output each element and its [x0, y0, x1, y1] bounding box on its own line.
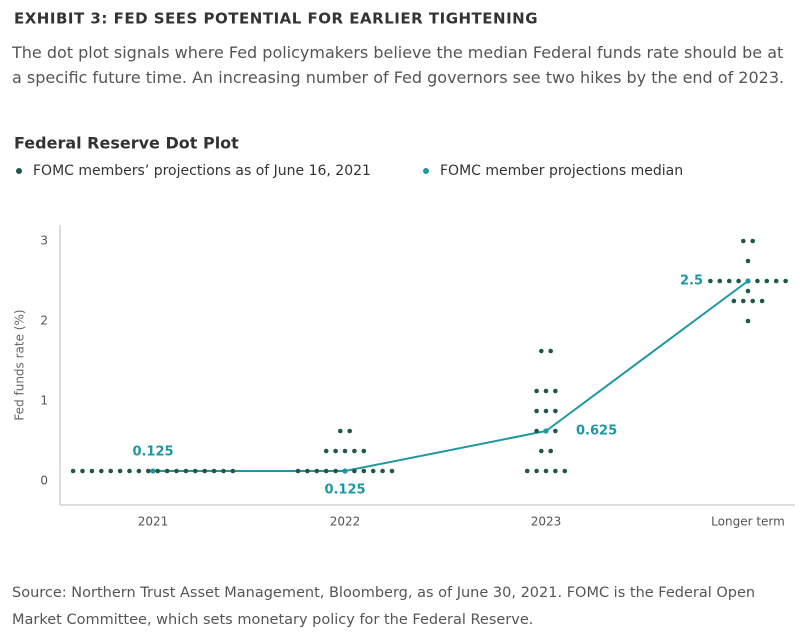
projection-dot	[221, 468, 226, 474]
projection-dot	[553, 388, 558, 394]
y-tick-label: 1	[40, 394, 48, 408]
projection-dot	[553, 428, 558, 434]
projection-dot	[314, 468, 320, 474]
projection-dot	[534, 468, 539, 474]
legend-swatch	[423, 168, 429, 174]
projection-dot	[305, 468, 310, 474]
median-dot	[543, 428, 549, 434]
projection-dot	[127, 468, 132, 474]
projection-dot	[773, 278, 779, 284]
median-dot	[150, 468, 156, 474]
projection-dot	[338, 428, 343, 434]
projection-dot	[708, 278, 713, 284]
median-line	[153, 280, 749, 472]
median-dot	[745, 278, 751, 284]
legend-label: FOMC member projections median	[440, 163, 683, 179]
projection-dot	[548, 448, 553, 454]
y-axis-label: Fed funds rate (%)	[13, 309, 27, 420]
projection-dot	[543, 408, 549, 414]
x-tick-label: Longer term	[711, 515, 785, 529]
projection-dot	[543, 468, 549, 474]
projection-dot	[352, 468, 357, 474]
projection-dot	[333, 448, 338, 454]
projection-dot	[361, 468, 367, 474]
projection-dot	[380, 468, 385, 474]
projection-dot	[755, 278, 760, 284]
projection-dot	[117, 468, 123, 474]
y-tick-label: 2	[40, 314, 48, 328]
projection-dot	[323, 448, 329, 454]
projection-dot	[323, 468, 329, 474]
projection-dot	[731, 298, 737, 304]
projection-dot	[202, 468, 207, 474]
projection-dot	[342, 448, 348, 454]
projection-dot	[745, 288, 751, 294]
projection-dot	[108, 468, 113, 474]
projection-dot	[750, 298, 755, 304]
projection-dot	[741, 238, 746, 244]
projection-dot	[543, 388, 549, 394]
projection-dot	[726, 278, 732, 284]
projection-dot	[745, 258, 751, 264]
projection-dot	[524, 468, 530, 474]
projection-dot	[164, 468, 170, 474]
projection-dot	[553, 468, 558, 474]
projection-dot	[534, 428, 539, 434]
projection-dot	[534, 408, 539, 414]
projection-dot	[230, 468, 236, 474]
projection-dot	[741, 298, 746, 304]
projection-dot	[146, 468, 151, 474]
legend-swatch	[16, 168, 22, 174]
projection-dot	[99, 468, 104, 474]
projection-dot	[717, 278, 723, 284]
subtitle: The dot plot signals where Fed policymak…	[12, 43, 785, 87]
source: Source: Northern Trust Asset Management,…	[12, 585, 756, 628]
projection-dot	[193, 468, 198, 474]
subtitle-box: The dot plot signals where Fed policymak…	[12, 43, 785, 87]
projection-dot	[539, 448, 544, 454]
projection-dot	[80, 468, 85, 474]
projection-dot	[562, 468, 568, 474]
projection-dot	[136, 468, 142, 474]
projection-dot	[70, 468, 76, 474]
x-tick-label: 2023	[531, 515, 562, 529]
projection-dot	[750, 238, 755, 244]
exhibit-title: EXHIBIT 3: FED SEES POTENTIAL FOR EARLIE…	[14, 10, 538, 28]
projection-dot	[333, 468, 338, 474]
projection-dot	[183, 468, 189, 474]
projection-dot	[89, 468, 95, 474]
projection-dot	[548, 348, 553, 354]
projection-dot	[764, 278, 770, 284]
projection-dot	[174, 468, 179, 474]
y-tick-label: 3	[40, 234, 48, 248]
projection-dot	[352, 448, 357, 454]
projection-dot	[155, 468, 160, 474]
projection-dot	[759, 298, 765, 304]
x-tick-label: 2022	[330, 515, 361, 529]
median-label: 0.125	[324, 483, 365, 498]
projection-dot	[534, 388, 539, 394]
projection-dot	[370, 468, 376, 474]
median-label: 0.125	[132, 445, 173, 460]
projection-dot	[361, 448, 367, 454]
projection-dot	[211, 468, 217, 474]
median-dot	[342, 468, 348, 474]
x-tick-label: 2021	[138, 515, 169, 529]
projection-dot	[745, 318, 751, 324]
y-tick-label: 0	[40, 474, 48, 488]
projection-dot	[389, 468, 395, 474]
projection-dot	[539, 348, 544, 354]
median-label: 0.625	[576, 424, 617, 439]
chart-title: Federal Reserve Dot Plot	[14, 134, 239, 153]
projection-dot	[553, 408, 558, 414]
projection-dot	[783, 278, 788, 284]
projection-dot	[347, 428, 353, 434]
legend-label: FOMC members’ projections as of June 16,…	[33, 163, 371, 179]
projection-dot	[295, 468, 301, 474]
projection-dot	[736, 278, 741, 284]
median-label: 2.5	[680, 274, 703, 289]
source-box: Source: Northern Trust Asset Management,…	[12, 585, 756, 628]
